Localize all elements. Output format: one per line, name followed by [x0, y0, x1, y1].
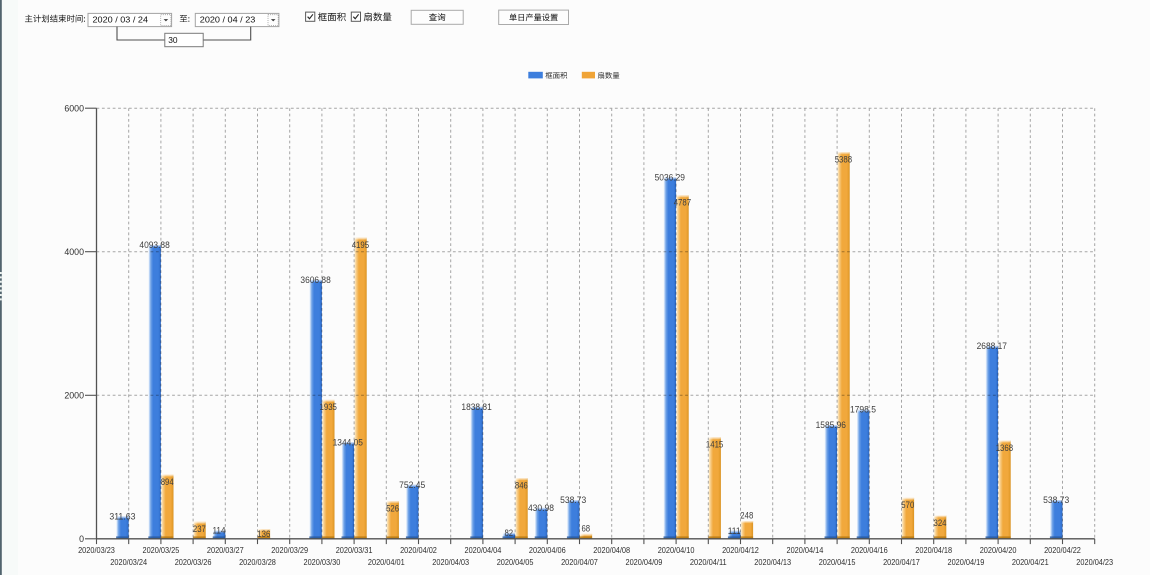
svg-text:2020/04/18: 2020/04/18	[915, 545, 952, 555]
svg-text:2020/04/23: 2020/04/23	[1076, 557, 1113, 567]
svg-text:6000: 6000	[64, 103, 84, 113]
svg-text:311.63: 311.63	[109, 511, 135, 521]
svg-text:1368: 1368	[996, 443, 1013, 453]
svg-text:2020/04/19: 2020/04/19	[948, 557, 985, 567]
svg-text:894: 894	[161, 477, 174, 487]
svg-text:2020/03/24: 2020/03/24	[110, 557, 147, 567]
svg-text:2020/03/31: 2020/03/31	[336, 545, 373, 555]
svg-text:3606.88: 3606.88	[300, 275, 330, 285]
svg-text:2020/04/04: 2020/04/04	[465, 545, 502, 555]
svg-text:526: 526	[386, 503, 399, 513]
svg-text:30: 30	[168, 35, 178, 45]
svg-text:2020/04/22: 2020/04/22	[1044, 545, 1081, 555]
svg-text:4787: 4787	[674, 198, 691, 208]
svg-text:0: 0	[79, 534, 84, 544]
svg-text:82: 82	[504, 528, 513, 538]
svg-text:2688.17: 2688.17	[977, 341, 1007, 351]
svg-text:5388: 5388	[835, 154, 852, 164]
svg-text:2020 / 03 / 24: 2020 / 03 / 24	[93, 15, 149, 25]
svg-text:4000: 4000	[64, 247, 84, 257]
svg-text:324: 324	[934, 518, 947, 528]
svg-text:2020/04/05: 2020/04/05	[497, 557, 534, 567]
svg-text:1585.96: 1585.96	[816, 420, 846, 430]
svg-text:2020/04/21: 2020/04/21	[1012, 557, 1049, 567]
svg-text:2020/04/09: 2020/04/09	[626, 557, 663, 567]
svg-text:570: 570	[901, 500, 914, 510]
svg-text:2000: 2000	[64, 390, 84, 400]
svg-text:2020/04/16: 2020/04/16	[851, 545, 888, 555]
svg-text:1344.05: 1344.05	[333, 437, 363, 447]
svg-text:2020/04/11: 2020/04/11	[690, 557, 727, 567]
svg-text:1415: 1415	[706, 440, 723, 450]
svg-text:2020/03/27: 2020/03/27	[207, 545, 244, 555]
svg-text:2020/04/13: 2020/04/13	[754, 557, 791, 567]
svg-text:2020/04/06: 2020/04/06	[529, 545, 566, 555]
svg-text:2020/03/30: 2020/03/30	[304, 557, 341, 567]
svg-text:114: 114	[213, 526, 226, 536]
svg-text:2020/03/25: 2020/03/25	[143, 545, 180, 555]
svg-text:111: 111	[728, 526, 741, 536]
svg-text:237: 237	[193, 524, 206, 534]
svg-text:1838.81: 1838.81	[461, 402, 491, 412]
svg-text:2020/04/14: 2020/04/14	[787, 545, 824, 555]
svg-text:2020/03/28: 2020/03/28	[239, 557, 276, 567]
svg-text:846: 846	[515, 480, 528, 490]
svg-text:2020/04/01: 2020/04/01	[368, 557, 405, 567]
svg-text:2020/04/15: 2020/04/15	[819, 557, 856, 567]
svg-text:2020/03/29: 2020/03/29	[271, 545, 308, 555]
svg-text:4093.88: 4093.88	[139, 240, 169, 250]
svg-text:136: 136	[257, 529, 270, 539]
svg-text:538.73: 538.73	[1043, 495, 1069, 505]
svg-text:5036.29: 5036.29	[655, 172, 685, 182]
svg-text:2020 / 04 / 23: 2020 / 04 / 23	[200, 15, 256, 25]
svg-text:2020/04/08: 2020/04/08	[593, 545, 630, 555]
svg-text:1935: 1935	[320, 402, 337, 412]
svg-text:2020/04/10: 2020/04/10	[658, 545, 695, 555]
svg-text:752.45: 752.45	[399, 480, 425, 490]
svg-text:248: 248	[740, 510, 753, 520]
svg-text:2020/03/23: 2020/03/23	[78, 545, 115, 555]
svg-text:2020/04/12: 2020/04/12	[722, 545, 759, 555]
svg-text:2020/04/20: 2020/04/20	[980, 545, 1017, 555]
svg-text:430.98: 430.98	[528, 503, 554, 513]
svg-text:2020/04/02: 2020/04/02	[400, 545, 437, 555]
svg-text:4195: 4195	[352, 240, 369, 250]
svg-text:2020/04/17: 2020/04/17	[883, 557, 920, 567]
svg-text:68: 68	[581, 523, 590, 533]
svg-text:2020/04/07: 2020/04/07	[561, 557, 598, 567]
svg-text:538.73: 538.73	[560, 495, 586, 505]
svg-text:2020/04/03: 2020/04/03	[432, 557, 469, 567]
svg-text:2020/03/26: 2020/03/26	[175, 557, 212, 567]
svg-text:1798.5: 1798.5	[850, 405, 876, 415]
